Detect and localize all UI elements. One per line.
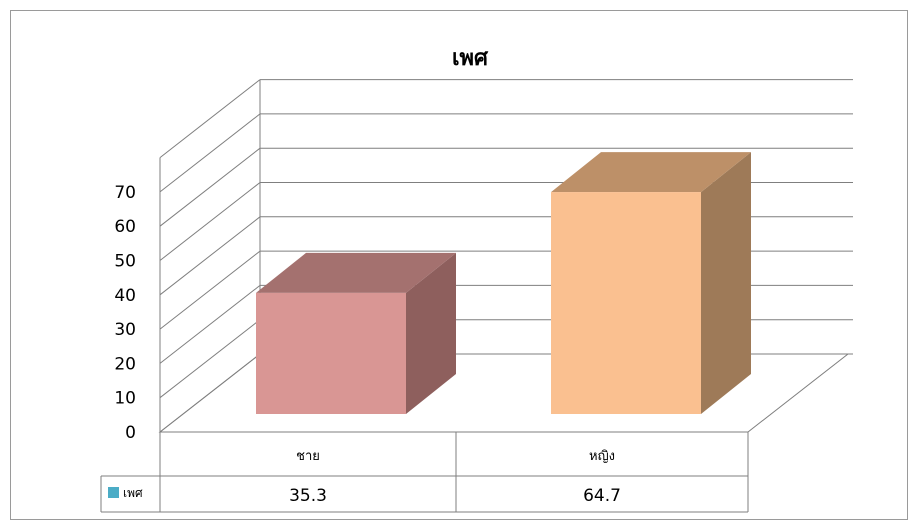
bar-side bbox=[701, 152, 751, 415]
y-tick-label: 60 bbox=[114, 217, 136, 237]
y-tick-label: 30 bbox=[114, 320, 136, 340]
legend-key bbox=[108, 487, 119, 498]
bar-side bbox=[406, 252, 456, 414]
data-label: 64.7 bbox=[583, 486, 621, 506]
gridline-side bbox=[159, 353, 261, 433]
gridline-side bbox=[159, 319, 261, 399]
gridline-side bbox=[159, 250, 261, 330]
gridline-side bbox=[159, 216, 261, 296]
y-tick-label: 50 bbox=[114, 252, 136, 272]
gridline-side bbox=[159, 79, 261, 158]
bar-2 bbox=[551, 152, 751, 415]
bar-front bbox=[256, 292, 406, 414]
chart-title: เพศ bbox=[452, 46, 489, 71]
data-label: 35.3 bbox=[289, 486, 327, 506]
legend-label: เพศ bbox=[123, 486, 143, 500]
y-tick-label: 20 bbox=[114, 354, 136, 374]
bar-top bbox=[551, 152, 751, 193]
gridline-side bbox=[159, 285, 261, 364]
category-label: หญิง bbox=[589, 449, 615, 464]
y-tick-label: 10 bbox=[114, 389, 136, 409]
gridline-side bbox=[159, 113, 261, 193]
y-tick-label: 40 bbox=[114, 286, 136, 306]
bar-layer bbox=[256, 152, 751, 415]
gridline-side bbox=[159, 147, 261, 227]
bar-front bbox=[551, 192, 701, 414]
bar-1 bbox=[256, 252, 456, 414]
data-table: ชาย 35.3 หญิง 64.7 เพศ bbox=[100, 432, 749, 513]
y-tick-label: 0 bbox=[125, 423, 136, 443]
y-axis-ticks: 0 10 20 30 40 50 60 70 bbox=[114, 183, 136, 443]
y-tick-label: 70 bbox=[114, 183, 136, 203]
category-label: ชาย bbox=[296, 449, 320, 464]
gridline-side bbox=[159, 182, 261, 261]
bar-top bbox=[256, 252, 456, 293]
